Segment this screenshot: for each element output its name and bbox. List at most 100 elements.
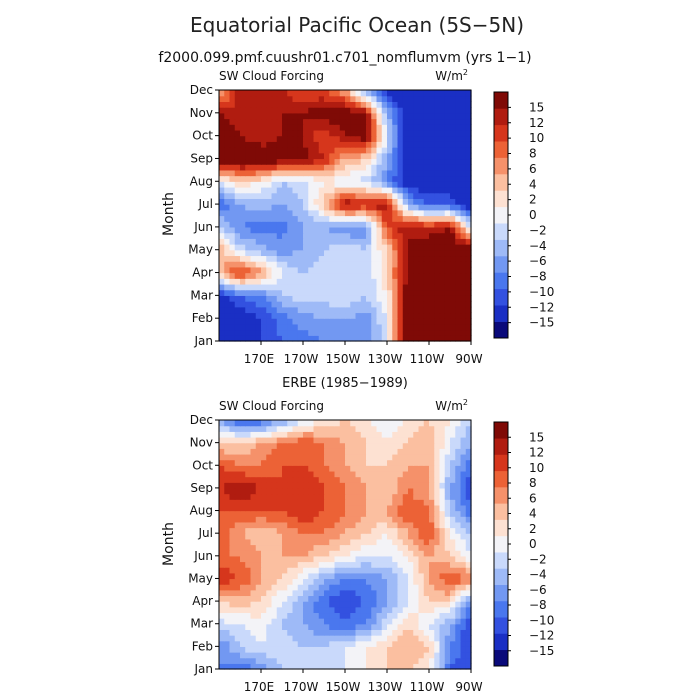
- colorbar-swatch: [494, 92, 508, 109]
- heatmap-cell: [371, 272, 378, 279]
- heatmap-cell: [418, 101, 425, 108]
- heatmap-cell: [219, 306, 225, 314]
- heatmap-cell: [329, 420, 336, 427]
- heatmap-cell: [224, 538, 231, 546]
- heatmap-cell: [397, 301, 404, 308]
- heatmap-cell: [303, 289, 309, 296]
- heatmap-cell: [455, 612, 462, 619]
- heatmap-cell: [450, 527, 456, 534]
- heatmap-cell: [266, 221, 273, 228]
- heatmap-cell: [303, 204, 309, 211]
- heatmap-cell: [397, 158, 404, 165]
- heatmap-cell: [297, 129, 304, 137]
- heatmap-cell: [423, 175, 430, 182]
- heatmap-cell: [313, 516, 320, 523]
- heatmap-cell: [234, 152, 241, 160]
- heatmap-cell: [444, 124, 451, 131]
- heatmap-cell: [297, 550, 304, 557]
- heatmap-cell: [287, 209, 294, 217]
- heatmap-cell: [418, 521, 425, 529]
- y-tick-label: Sep: [190, 481, 213, 495]
- heatmap-cell: [397, 629, 404, 636]
- heatmap-cell: [345, 652, 351, 659]
- heatmap-cell: [366, 425, 372, 432]
- heatmap-cell: [350, 652, 357, 659]
- heatmap-cell: [313, 272, 320, 279]
- heatmap-cell: [366, 448, 372, 455]
- heatmap-cell: [255, 652, 262, 659]
- heatmap-cell: [234, 141, 241, 148]
- heatmap-cell: [297, 601, 304, 608]
- heatmap-cell: [234, 278, 241, 285]
- heatmap-cell: [245, 112, 252, 120]
- heatmap-cell: [376, 652, 383, 659]
- heatmap-cell: [313, 629, 320, 636]
- x-tick-label: 110W: [410, 680, 445, 694]
- heatmap-cell: [450, 521, 456, 529]
- heatmap-cell: [318, 431, 325, 438]
- heatmap-cell: [434, 158, 441, 165]
- heatmap-cell: [245, 312, 252, 319]
- heatmap-cell: [324, 567, 330, 574]
- heatmap-cell: [418, 420, 425, 427]
- heatmap-cell: [297, 663, 304, 670]
- heatmap-cell: [423, 215, 430, 222]
- heatmap-cell: [271, 101, 278, 108]
- heatmap-cell: [455, 561, 462, 568]
- heatmap-cell: [229, 335, 236, 342]
- heatmap-cell: [250, 425, 257, 432]
- heatmap-cell: [308, 95, 315, 102]
- heatmap-cell: [250, 95, 257, 102]
- heatmap-cell: [408, 295, 414, 302]
- heatmap-cell: [308, 550, 315, 557]
- heatmap-cell: [297, 572, 304, 580]
- heatmap-cell: [339, 482, 346, 489]
- heatmap-cell: [313, 561, 320, 568]
- heatmap-cell: [402, 601, 409, 608]
- heatmap-cell: [376, 646, 383, 653]
- heatmap-cell: [444, 516, 451, 523]
- heatmap-cell: [292, 618, 299, 625]
- heatmap-cell: [387, 567, 393, 574]
- heatmap-cell: [376, 425, 383, 432]
- heatmap-cell: [413, 448, 420, 455]
- heatmap-cell: [460, 487, 467, 495]
- heatmap-cell: [313, 567, 320, 574]
- heatmap-cell: [402, 186, 409, 194]
- heatmap-cell: [276, 425, 283, 432]
- heatmap-cell: [287, 538, 294, 546]
- heatmap-cell: [408, 629, 414, 636]
- heatmap-cell: [266, 431, 273, 438]
- heatmap-cell: [224, 476, 231, 483]
- heatmap-cell: [255, 420, 262, 427]
- heatmap-cell: [360, 261, 367, 268]
- heatmap-cell: [355, 295, 362, 302]
- heatmap-cell: [450, 95, 456, 102]
- heatmap-cell: [271, 90, 278, 97]
- heatmap-cell: [439, 618, 446, 625]
- heatmap-cell: [439, 510, 446, 517]
- heatmap-cell: [460, 323, 467, 331]
- heatmap-cell: [423, 595, 430, 602]
- heatmap-cell: [460, 266, 467, 274]
- heatmap-cell: [429, 657, 435, 664]
- heatmap-cell: [387, 226, 393, 234]
- heatmap-cell: [234, 90, 241, 97]
- heatmap-cell: [429, 465, 435, 472]
- heatmap-cell: [460, 578, 467, 585]
- heatmap-cell: [392, 561, 399, 568]
- heatmap-cell: [350, 499, 357, 506]
- heatmap-cell: [292, 578, 299, 585]
- heatmap-cell: [287, 544, 294, 551]
- heatmap-cell: [408, 584, 414, 591]
- heatmap-cell: [423, 226, 430, 234]
- heatmap-cell: [219, 555, 225, 563]
- heatmap-cell: [450, 198, 456, 205]
- heatmap-cell: [339, 181, 346, 188]
- heatmap-cell: [255, 295, 262, 302]
- heatmap-cell: [266, 244, 273, 251]
- colorbar-label: −6: [529, 254, 547, 268]
- heatmap-cell: [423, 95, 430, 102]
- heatmap-cell: [339, 289, 346, 296]
- heatmap-cell: [250, 221, 257, 228]
